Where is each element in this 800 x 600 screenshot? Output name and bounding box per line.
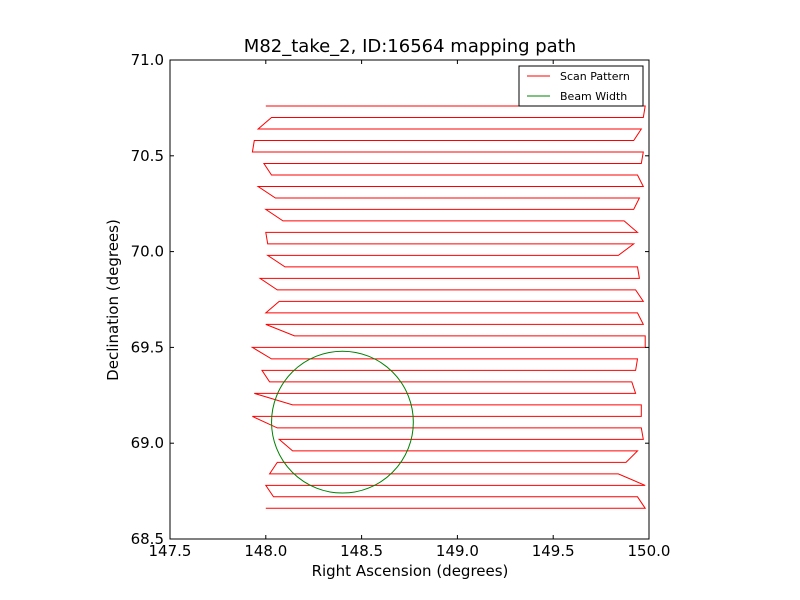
- x-axis-title: Right Ascension (degrees): [312, 562, 509, 580]
- x-axis-ticks: 147.5 148.0 148.5 149.0 149.5 150.0: [149, 60, 671, 560]
- x-tick-label: 147.5: [149, 542, 192, 560]
- x-tick-label: 148.0: [244, 542, 287, 560]
- plot-area: [169, 59, 650, 540]
- scan-pattern-line: [250, 105, 647, 509]
- x-tick-label: 149.0: [436, 542, 479, 560]
- legend: Scan Pattern Beam Width: [518, 65, 644, 107]
- y-axis-title: Declination (degrees): [104, 219, 122, 381]
- y-axis-ticks: 68.5 69.0 69.5 70.0 70.5 71.0: [131, 51, 649, 548]
- x-tick-label: 149.5: [532, 542, 575, 560]
- plot-frame: [169, 59, 650, 540]
- legend-box: [518, 65, 644, 107]
- y-tick-label: 70.5: [131, 147, 164, 165]
- series-layer: [250, 105, 647, 509]
- y-tick-label: 71.0: [131, 51, 164, 69]
- y-tick-label: 69.5: [131, 338, 164, 356]
- legend-label-beam-width: Beam Width: [560, 90, 627, 103]
- x-tick-label: 150.0: [628, 542, 671, 560]
- beam-width-circle: [271, 350, 414, 494]
- chart-title: M82_take_2, ID:16564 mapping path: [244, 36, 576, 57]
- x-tick-label: 148.5: [340, 542, 383, 560]
- legend-label-scan-pattern: Scan Pattern: [560, 70, 630, 83]
- y-tick-label: 69.0: [131, 434, 164, 452]
- y-tick-label: 70.0: [131, 243, 164, 261]
- plot-background: [170, 60, 649, 539]
- y-tick-label: 68.5: [131, 530, 164, 548]
